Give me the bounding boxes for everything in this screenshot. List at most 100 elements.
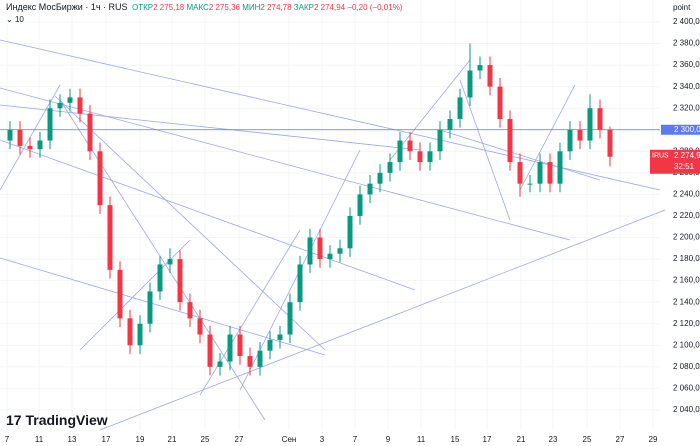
candle-body: [487, 65, 493, 87]
x-tick-label: 17: [102, 435, 111, 444]
candle-body: [407, 140, 413, 152]
x-tick-label: 25: [583, 435, 592, 444]
candle-body: [377, 172, 383, 184]
candle-body: [57, 102, 63, 109]
price-axis: [660, 0, 700, 446]
candle-body: [257, 350, 263, 367]
last-symbol: IRUS: [652, 153, 669, 160]
candle-body: [287, 302, 293, 335]
candle-body: [597, 108, 603, 130]
x-tick-label: 11: [417, 435, 426, 444]
candle-body: [197, 318, 203, 335]
o-label: ОТКР: [131, 3, 154, 12]
y-tick-label: 2 140,00: [673, 297, 700, 306]
candle-body: [397, 140, 403, 163]
x-tick-label: 17: [483, 435, 492, 444]
candle-body: [577, 129, 583, 141]
candle-body: [187, 302, 193, 319]
x-tick-label: 21: [517, 435, 526, 444]
candle-body: [387, 162, 393, 173]
candle-body: [27, 145, 33, 150]
x-tick-label: 13: [68, 435, 77, 444]
y-tick-label: 2 380,00: [673, 39, 700, 48]
candle-body: [217, 361, 223, 367]
x-tick-label: 3: [320, 435, 325, 444]
y-tick-label: 2 180,00: [673, 254, 700, 263]
candle-body: [507, 118, 513, 163]
logo: 17 TradingView: [6, 412, 108, 428]
y-tick-label: 2 200,00: [673, 233, 700, 242]
candle-body: [297, 264, 303, 303]
x-tick-label: 21: [168, 435, 177, 444]
x-tick-label: 27: [235, 435, 244, 444]
x-tick-label: 15: [451, 435, 460, 444]
y-tick-label: 2 160,00: [673, 276, 700, 285]
x-tick-label: 19: [136, 435, 145, 444]
x-tick-label: 23: [549, 435, 558, 444]
candle-body: [417, 151, 423, 163]
candle-body: [107, 205, 113, 270]
y-tick-label: 2 040,00: [673, 405, 700, 414]
candle-body: [457, 97, 463, 119]
candle-body: [307, 237, 313, 265]
h: 2 275,36: [208, 3, 240, 12]
c: 2 274,94: [313, 3, 346, 12]
candle-body: [537, 162, 543, 184]
h-label: МАКС: [186, 3, 209, 12]
x-tick-label: 11: [35, 435, 44, 444]
y-tick-label: 2 080,00: [673, 362, 700, 371]
y-tick-label: 2 240,00: [673, 190, 700, 199]
x-tick-label: 9: [386, 435, 391, 444]
x-tick-label: Сен: [282, 435, 297, 444]
candle-body: [557, 151, 563, 184]
candle-body: [357, 194, 363, 216]
candle-body: [47, 108, 53, 141]
last-price-box: [650, 149, 700, 174]
candle-body: [177, 259, 183, 303]
candle-body: [527, 183, 533, 185]
y-tick-label: 2 360,00: [673, 60, 700, 69]
candle-body: [97, 151, 103, 206]
candle-body: [77, 97, 83, 114]
candle-body: [317, 237, 323, 260]
last-timer: 32:51: [674, 162, 695, 171]
candle-body: [517, 162, 523, 184]
x-tick-label: 29: [649, 435, 658, 444]
y-tick-label: 2 400,00: [673, 17, 700, 26]
candle-body: [227, 334, 233, 362]
symbol-title: Индекс МосБиржи · 1ч · RUS: [6, 2, 128, 12]
candle-body: [67, 97, 73, 103]
candle-body: [347, 215, 353, 249]
o: 2 275,18: [153, 3, 185, 12]
last-price-label: 2 274,94: [674, 151, 700, 160]
y-tick-label: 2 320,00: [673, 103, 700, 112]
candle-body: [607, 129, 613, 157]
candle-body: [267, 339, 273, 351]
c-label: ЗАКР: [293, 3, 314, 12]
x-tick-label: 7: [353, 435, 358, 444]
candle-body: [37, 140, 43, 150]
candle-body: [447, 118, 453, 130]
candle-body: [247, 356, 253, 367]
l-label: МИН: [242, 3, 261, 12]
candle-body: [337, 248, 343, 254]
candle-body: [157, 264, 163, 292]
candle-body: [137, 323, 143, 346]
y-tick-label: 2 120,00: [673, 319, 700, 328]
indicator-toggle[interactable]: ⌄ 10: [6, 15, 24, 24]
y-tick-label: 2 340,00: [673, 82, 700, 91]
candle-body: [17, 129, 23, 146]
candle-body: [547, 162, 553, 184]
candle-body: [567, 129, 573, 152]
candle-body: [367, 183, 373, 195]
candle-body: [467, 70, 473, 98]
change: −0,20 (−0,01%): [347, 3, 403, 12]
trend-lines: [0, 39, 666, 431]
y-tick-label: 2 060,00: [673, 384, 700, 393]
header: Индекс МосБиржи · 1ч · RUS ОТКР2 275,18 …: [6, 2, 402, 12]
candle-body: [167, 259, 173, 265]
l: 2 274,78: [260, 3, 292, 12]
candle-body: [437, 129, 443, 152]
candle-body: [327, 253, 333, 260]
